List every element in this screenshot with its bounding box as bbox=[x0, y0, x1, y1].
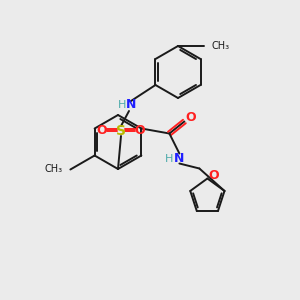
Text: CH₃: CH₃ bbox=[44, 164, 62, 175]
Text: H: H bbox=[165, 154, 174, 164]
Text: N: N bbox=[174, 152, 184, 165]
Text: O: O bbox=[97, 124, 107, 136]
Text: O: O bbox=[185, 111, 196, 124]
Text: O: O bbox=[208, 169, 219, 182]
Text: CH₃: CH₃ bbox=[212, 41, 230, 51]
Text: O: O bbox=[135, 124, 145, 136]
Text: S: S bbox=[116, 124, 126, 138]
Text: N: N bbox=[126, 98, 136, 112]
Text: H: H bbox=[118, 100, 126, 110]
